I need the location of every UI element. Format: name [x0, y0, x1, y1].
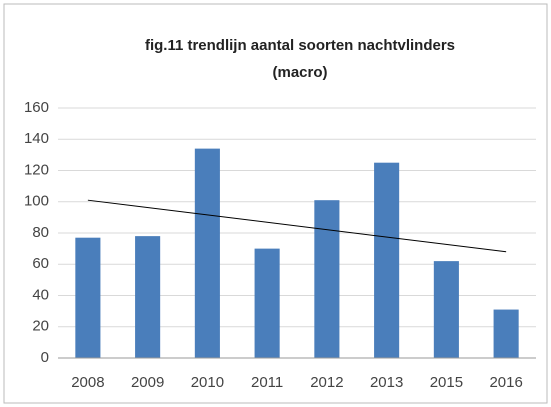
y-tick-label: 140	[24, 130, 49, 147]
bar	[493, 309, 519, 358]
chart-title: (macro)	[272, 64, 327, 81]
x-tick-label: 2015	[430, 374, 463, 391]
y-tick-label: 100	[24, 193, 49, 210]
trendline	[87, 199, 507, 253]
y-tick-label: 20	[32, 318, 49, 335]
bar	[433, 261, 459, 358]
y-tick-label: 80	[32, 224, 49, 241]
x-tick-label: 2009	[131, 374, 164, 391]
y-tick-label: 40	[32, 286, 49, 303]
y-tick-label: 160	[24, 99, 49, 116]
bar	[254, 248, 280, 358]
x-tick-label: 2010	[191, 374, 224, 391]
x-tick-label: 2012	[310, 374, 343, 391]
bar	[314, 200, 340, 358]
bar	[194, 148, 220, 358]
bar	[135, 236, 161, 358]
y-tick-label: 60	[32, 255, 49, 272]
x-tick-label: 2011	[251, 374, 283, 391]
bar	[374, 162, 400, 358]
y-tick-label: 120	[24, 161, 49, 178]
x-tick-label: 2013	[370, 374, 403, 391]
x-tick-label: 2008	[71, 374, 104, 391]
x-tick-label: 2016	[489, 374, 522, 391]
y-tick-label: 0	[41, 349, 49, 366]
bar	[75, 237, 101, 358]
chart-title: fig.11 trendlijn aantal soorten nachtvli…	[145, 37, 455, 54]
